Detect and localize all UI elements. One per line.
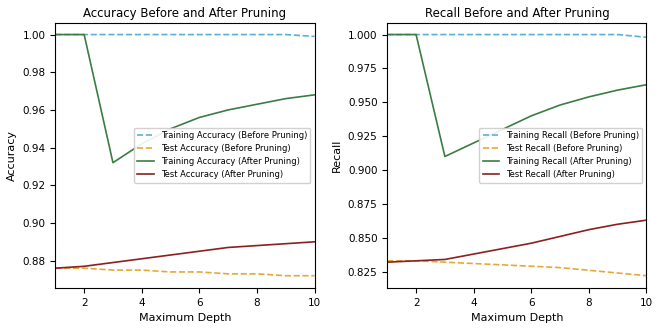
X-axis label: Maximum Depth: Maximum Depth	[471, 313, 563, 323]
Test Accuracy (Before Pruning)	[311, 274, 319, 278]
Test Recall (Before Pruning)	[498, 263, 506, 267]
Training Recall (After Pruning)	[441, 154, 449, 158]
Test Recall (Before Pruning)	[643, 274, 651, 278]
Training Accuracy (After Pruning)	[166, 127, 174, 131]
Y-axis label: Recall: Recall	[332, 139, 343, 172]
Training Accuracy (Before Pruning)	[282, 33, 290, 37]
Training Accuracy (Before Pruning)	[195, 33, 203, 37]
Training Recall (After Pruning)	[498, 127, 506, 131]
Test Accuracy (Before Pruning)	[195, 270, 203, 274]
Line: Training Accuracy (Before Pruning): Training Accuracy (Before Pruning)	[55, 35, 315, 36]
Training Accuracy (After Pruning)	[253, 102, 261, 106]
Training Recall (Before Pruning)	[556, 33, 564, 37]
Test Recall (After Pruning)	[383, 260, 391, 264]
Training Accuracy (After Pruning)	[282, 97, 290, 101]
Test Accuracy (After Pruning)	[224, 246, 232, 249]
Training Accuracy (After Pruning)	[138, 142, 146, 146]
Title: Accuracy Before and After Pruning: Accuracy Before and After Pruning	[83, 7, 286, 20]
Training Accuracy (After Pruning)	[311, 93, 319, 97]
Test Recall (Before Pruning)	[556, 266, 564, 270]
Training Recall (After Pruning)	[383, 33, 391, 37]
Test Recall (Before Pruning)	[470, 262, 478, 266]
Training Accuracy (Before Pruning)	[51, 33, 59, 37]
Test Accuracy (Before Pruning)	[282, 274, 290, 278]
Training Recall (After Pruning)	[643, 83, 651, 87]
Training Accuracy (After Pruning)	[80, 33, 88, 37]
Training Accuracy (After Pruning)	[51, 33, 59, 37]
Test Recall (Before Pruning)	[383, 259, 391, 263]
Test Accuracy (After Pruning)	[109, 261, 117, 265]
Training Accuracy (After Pruning)	[224, 108, 232, 112]
Training Recall (Before Pruning)	[614, 33, 622, 37]
Test Accuracy (After Pruning)	[311, 240, 319, 244]
Test Recall (After Pruning)	[643, 218, 651, 222]
Test Recall (After Pruning)	[412, 259, 420, 263]
Test Recall (After Pruning)	[556, 234, 564, 238]
Line: Test Recall (Before Pruning): Test Recall (Before Pruning)	[387, 261, 647, 276]
Test Accuracy (After Pruning)	[80, 264, 88, 268]
Test Recall (Before Pruning)	[585, 268, 593, 272]
Training Accuracy (Before Pruning)	[109, 33, 117, 37]
Test Accuracy (Before Pruning)	[51, 266, 59, 270]
Training Recall (After Pruning)	[527, 114, 535, 118]
Training Recall (After Pruning)	[470, 141, 478, 145]
Test Accuracy (After Pruning)	[282, 242, 290, 246]
Training Accuracy (Before Pruning)	[224, 33, 232, 37]
Training Accuracy (Before Pruning)	[80, 33, 88, 37]
Training Accuracy (Before Pruning)	[166, 33, 174, 37]
Test Recall (Before Pruning)	[412, 259, 420, 263]
Test Accuracy (After Pruning)	[166, 253, 174, 257]
Training Accuracy (After Pruning)	[195, 115, 203, 119]
Line: Test Accuracy (After Pruning): Test Accuracy (After Pruning)	[55, 242, 315, 268]
Training Accuracy (Before Pruning)	[253, 33, 261, 37]
Training Accuracy (Before Pruning)	[311, 34, 319, 38]
Test Accuracy (Before Pruning)	[138, 268, 146, 272]
Test Accuracy (Before Pruning)	[253, 272, 261, 276]
Legend: Training Recall (Before Pruning), Test Recall (Before Pruning), Training Recall : Training Recall (Before Pruning), Test R…	[479, 128, 642, 183]
Training Recall (Before Pruning)	[412, 33, 420, 37]
Test Recall (After Pruning)	[614, 222, 622, 226]
Test Accuracy (After Pruning)	[51, 266, 59, 270]
Test Accuracy (Before Pruning)	[80, 266, 88, 270]
Line: Training Accuracy (After Pruning): Training Accuracy (After Pruning)	[55, 35, 315, 163]
Test Recall (Before Pruning)	[614, 271, 622, 275]
Test Recall (Before Pruning)	[441, 260, 449, 264]
Line: Training Recall (After Pruning): Training Recall (After Pruning)	[387, 35, 647, 156]
Legend: Training Accuracy (Before Pruning), Test Accuracy (Before Pruning), Training Acc: Training Accuracy (Before Pruning), Test…	[134, 128, 310, 183]
Test Recall (Before Pruning)	[527, 264, 535, 268]
Training Recall (After Pruning)	[556, 103, 564, 107]
Training Recall (After Pruning)	[614, 88, 622, 92]
Test Recall (After Pruning)	[527, 241, 535, 245]
Training Accuracy (After Pruning)	[109, 161, 117, 165]
Test Accuracy (After Pruning)	[253, 244, 261, 248]
Training Recall (Before Pruning)	[585, 33, 593, 37]
X-axis label: Maximum Depth: Maximum Depth	[139, 313, 231, 323]
Training Recall (After Pruning)	[585, 95, 593, 99]
Line: Training Recall (Before Pruning): Training Recall (Before Pruning)	[387, 35, 647, 37]
Training Recall (After Pruning)	[412, 33, 420, 37]
Test Accuracy (Before Pruning)	[224, 272, 232, 276]
Test Accuracy (After Pruning)	[138, 257, 146, 261]
Training Recall (Before Pruning)	[643, 35, 651, 39]
Test Accuracy (Before Pruning)	[109, 268, 117, 272]
Test Recall (After Pruning)	[470, 252, 478, 256]
Line: Test Recall (After Pruning): Test Recall (After Pruning)	[387, 220, 647, 262]
Training Recall (Before Pruning)	[383, 33, 391, 37]
Line: Test Accuracy (Before Pruning): Test Accuracy (Before Pruning)	[55, 268, 315, 276]
Test Accuracy (Before Pruning)	[166, 270, 174, 274]
Training Recall (Before Pruning)	[527, 33, 535, 37]
Y-axis label: Accuracy: Accuracy	[7, 130, 17, 181]
Test Accuracy (After Pruning)	[195, 249, 203, 253]
Training Accuracy (Before Pruning)	[138, 33, 146, 37]
Title: Recall Before and After Pruning: Recall Before and After Pruning	[424, 7, 609, 20]
Training Recall (Before Pruning)	[470, 33, 478, 37]
Test Recall (After Pruning)	[441, 257, 449, 261]
Test Recall (After Pruning)	[498, 247, 506, 250]
Test Recall (After Pruning)	[585, 228, 593, 232]
Training Recall (Before Pruning)	[441, 33, 449, 37]
Training Recall (Before Pruning)	[498, 33, 506, 37]
